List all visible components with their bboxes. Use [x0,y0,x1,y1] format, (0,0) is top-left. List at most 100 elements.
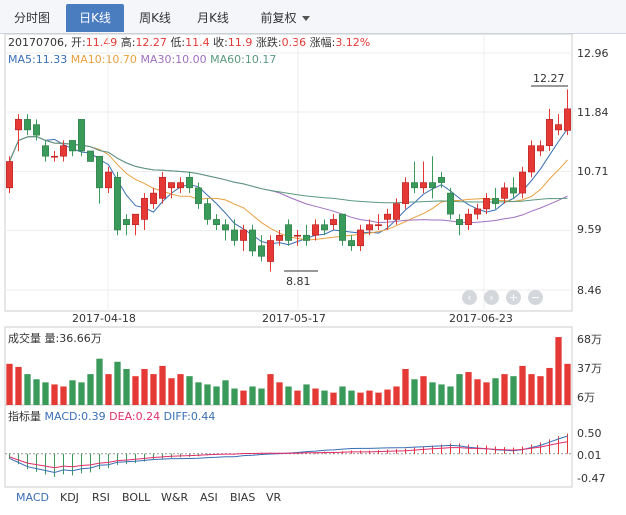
info-high-label: 高: [120,36,136,49]
diff-value: DIFF:0.44 [163,410,216,423]
indicator-rsi[interactable]: RSI [92,491,110,504]
ma60-text: MA60:10.17 [210,53,277,66]
next-icon[interactable]: › [484,290,499,305]
candle [456,219,463,225]
candle [330,219,337,225]
indicator-bias[interactable]: BIAS [230,491,256,504]
volume-tick-0: 68万 [577,333,602,346]
volume-bar [222,380,229,405]
low-annotation: 8.81 [286,275,311,288]
macd-value: MACD:0.39 [44,410,106,423]
volume-bar [231,388,238,405]
volume-bar [546,367,553,405]
candle [42,145,49,157]
volume-bar [96,358,103,405]
volume-bar [276,382,283,405]
volume-bar [285,386,292,405]
info-low-label: 低: [170,36,186,49]
volume-bar [501,374,508,405]
candle [555,124,562,131]
ohlc-info: 20170706, 开:11.49 高:12.27 低:11.4 收:11.9 … [8,35,370,51]
volume-bar [303,384,310,405]
candle [348,240,355,247]
indicator-macd[interactable]: MACD [16,491,49,504]
price-tick-1: 11.84 [577,106,609,119]
dea-value: DEA:0.24 [109,410,161,423]
candle [501,187,508,199]
volume-bar [33,379,40,405]
indicator-tabs: MACD KDJ RSI BOLL W&R ASI BIAS VR [0,488,626,510]
candle [123,219,130,225]
indicator-asi[interactable]: ASI [200,491,218,504]
volume-bar [357,392,364,405]
indicator-label: 指标量 [8,410,41,423]
volume-bar [429,382,436,405]
ma-legend: MA5:11.33 MA10:10.70 MA30:10.00 MA60:10.… [8,52,276,68]
tab-monthly-k[interactable]: 月K线 [197,11,229,25]
candle [321,224,328,231]
candle [375,224,382,226]
info-date: 20170706, [8,36,68,49]
candle [438,176,445,183]
indicator-vr[interactable]: VR [266,491,282,504]
price-panel-frame [4,33,573,312]
candle [249,229,256,252]
indicator-boll[interactable]: BOLL [122,491,151,504]
volume-bar [150,374,157,405]
macd-tick-0: 0.50 [577,427,602,440]
diff-line [9,435,568,474]
high-annotation: 12.27 [533,72,565,85]
volume-bar [15,366,22,405]
candle [24,119,31,131]
volume-bar [447,386,454,405]
info-close: 11.9 [227,36,253,49]
candle [303,234,310,241]
tab-daily-k[interactable]: 日K线 [66,4,124,32]
candle [393,203,400,220]
candle [222,224,229,231]
volume-bar [402,368,409,405]
candle [483,198,490,210]
volume-bar [393,386,400,405]
macd-title: 指标量 MACD:0.39 DEA:0.24 DIFF:0.44 [8,408,215,424]
candle [357,229,364,247]
price-tick-3: 9.59 [577,223,602,236]
indicator-wr[interactable]: W&R [161,491,189,504]
candle [429,182,436,189]
zoom-out-icon[interactable]: − [528,290,543,305]
volume-bar [510,376,517,405]
volume-bar [492,378,499,405]
zoom-in-icon[interactable]: + [506,290,521,305]
volume-bar [78,382,85,405]
candle [564,108,571,131]
volume-bar [213,386,220,405]
indicator-kdj[interactable]: KDJ [60,491,79,504]
candle [195,187,202,204]
candle [33,124,40,136]
candle [87,150,94,162]
volume-bar [564,363,571,405]
prev-icon[interactable]: ‹ [462,290,477,305]
candle [546,119,553,146]
candle [51,155,58,158]
volume-bar [555,337,562,405]
volume-bar [411,379,418,405]
price-tick-2: 10.71 [577,165,609,178]
info-pct-label: 涨幅: [309,36,336,49]
adjust-dropdown[interactable]: 前复权 [248,4,322,32]
tab-intraday[interactable]: 分时图 [13,11,50,25]
volume-bar [42,382,49,405]
candle [258,245,265,257]
candle [492,198,499,204]
info-low: 11.4 [185,36,210,49]
volume-bar [483,382,490,405]
volume-bar [240,390,247,405]
candle [186,176,193,189]
tab-weekly-k[interactable]: 周K线 [139,11,171,25]
volume-bar [267,374,274,405]
candle [213,219,220,225]
date-tick-0: 2017-04-18 [72,312,136,325]
macd-tick-2: -0.47 [577,472,605,485]
